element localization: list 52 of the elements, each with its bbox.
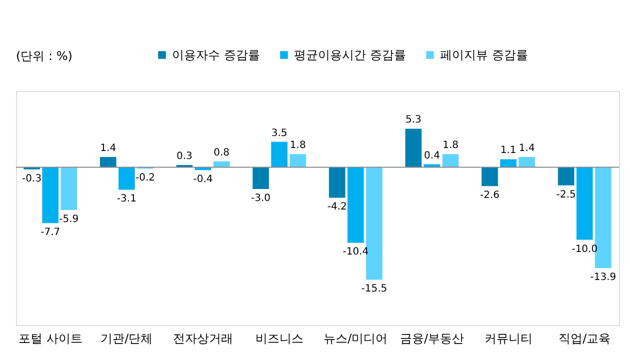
text: (단위 : %) <box>16 49 72 63</box>
data-label: 0.3 <box>176 151 192 162</box>
data-label: -7.7 <box>40 227 60 238</box>
data-label: 1.4 <box>518 143 535 154</box>
data-label: -0.4 <box>193 174 213 186</box>
x-tick-label: 전자상거래 <box>173 332 234 346</box>
bar <box>482 167 498 186</box>
data-label: 1.8 <box>290 140 306 152</box>
data-label: -2.6 <box>480 190 500 202</box>
data-label: -0.2 <box>135 172 155 184</box>
legend-label: 페이지뷰 증감률 <box>440 48 528 62</box>
bar <box>405 128 422 168</box>
data-label: 1.8 <box>442 140 458 152</box>
data-label: -4.2 <box>327 202 347 213</box>
x-tick-label: 비즈니스 <box>255 332 304 346</box>
data-label: 0.8 <box>214 147 230 158</box>
bar <box>100 157 116 168</box>
data-label: 1.4 <box>100 143 116 154</box>
bar <box>42 167 59 224</box>
x-tick-label: 기관/단체 <box>100 332 153 346</box>
data-label: -2.5 <box>556 189 576 200</box>
x-tick-label: 금융/부동산 <box>400 332 464 346</box>
data-label: 1.1 <box>500 145 516 156</box>
bar <box>595 167 612 268</box>
bar <box>118 167 135 190</box>
bar <box>271 142 288 168</box>
data-label: 3.5 <box>271 128 288 139</box>
bar <box>252 167 269 189</box>
bar <box>290 154 306 168</box>
x-tick-label: 직업/교육 <box>558 332 611 346</box>
bar <box>348 167 364 243</box>
data-label: 0.4 <box>424 150 440 162</box>
bar <box>576 167 593 240</box>
bar <box>60 167 78 210</box>
bar <box>500 159 516 168</box>
bar <box>558 167 574 186</box>
bar <box>366 167 382 280</box>
data-label: -5.9 <box>59 214 79 226</box>
x-tick-label: 포털 사이트 <box>18 332 82 346</box>
data-label: -13.9 <box>590 272 616 284</box>
x-tick-label: 뉴스/미디어 <box>324 332 388 346</box>
bar <box>518 157 536 168</box>
legend-label: 이용자수 증감률 <box>172 48 260 62</box>
bar <box>328 167 346 198</box>
data-label: -15.5 <box>361 284 388 295</box>
bar <box>442 154 459 168</box>
data-label: -3.1 <box>116 194 136 205</box>
data-label: 5.3 <box>405 114 422 126</box>
data-label: -3.0 <box>251 192 271 204</box>
legend-label: 평균이용시간 증감률 <box>294 48 406 62</box>
x-tick-label: 커뮤니티 <box>484 332 532 346</box>
data-label: -0.3 <box>22 173 42 184</box>
